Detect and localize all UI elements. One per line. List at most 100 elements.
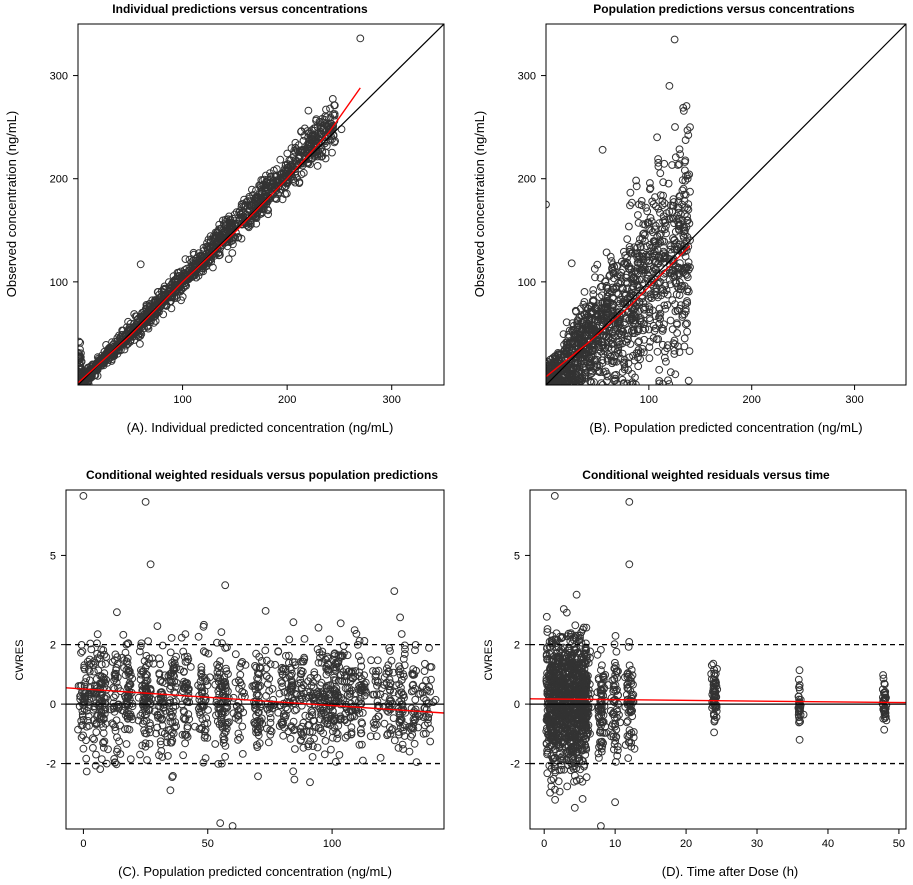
- data-point: [397, 630, 406, 638]
- data-point: [298, 732, 307, 740]
- data-point: [123, 692, 132, 701]
- data-point: [683, 216, 691, 225]
- data-point: [613, 262, 622, 270]
- data-point: [345, 667, 354, 676]
- data-point: [177, 633, 186, 642]
- data-point: [425, 710, 433, 718]
- data-point: [261, 646, 270, 655]
- data-point: [546, 373, 550, 382]
- data-point: [568, 319, 577, 328]
- data-point: [648, 253, 657, 261]
- data-point: [578, 795, 587, 803]
- data-point: [603, 372, 612, 381]
- data-point: [304, 742, 313, 751]
- data-point: [222, 701, 230, 710]
- data-point: [656, 257, 664, 266]
- data-point: [97, 720, 105, 728]
- data-point: [79, 744, 88, 753]
- outlier-point: [686, 123, 694, 131]
- data-point: [142, 729, 151, 738]
- data-point: [408, 669, 417, 678]
- fit-lines: [78, 24, 444, 385]
- data-point: [327, 745, 335, 754]
- data-point: [93, 353, 102, 362]
- data-point: [680, 334, 689, 343]
- data-point: [654, 335, 663, 343]
- data-point: [115, 737, 123, 746]
- data-point: [78, 361, 85, 370]
- data-point: [335, 662, 344, 671]
- data-point: [151, 312, 160, 321]
- data-point: [111, 723, 119, 732]
- data-point: [287, 682, 296, 691]
- data-point: [180, 667, 188, 676]
- data-point: [302, 727, 311, 736]
- data-point: [658, 340, 667, 349]
- data-point: [588, 367, 597, 376]
- data-point: [424, 713, 433, 722]
- data-point: [650, 327, 659, 335]
- data-point: [578, 318, 587, 327]
- data-point: [558, 377, 567, 385]
- data-point: [221, 226, 230, 235]
- data-point: [573, 319, 581, 328]
- data-point: [178, 730, 187, 739]
- data-point: [546, 362, 552, 370]
- data-point: [426, 687, 435, 696]
- data-point: [653, 232, 662, 241]
- data-point: [639, 230, 647, 238]
- data-point: [143, 671, 151, 679]
- data-point: [645, 305, 654, 314]
- data-point: [145, 739, 154, 748]
- data-point: [95, 654, 104, 663]
- data-point: [661, 304, 670, 313]
- data-point: [181, 683, 190, 692]
- data-point: [93, 630, 102, 639]
- data-point: [234, 712, 243, 720]
- data-point: [199, 243, 208, 252]
- data-point: [134, 716, 143, 725]
- data-point: [82, 754, 91, 763]
- data-point: [611, 374, 620, 383]
- data-point: [546, 379, 553, 385]
- data-point: [597, 379, 606, 385]
- data-point: [554, 349, 562, 357]
- data-point: [314, 702, 323, 711]
- data-point: [321, 737, 330, 745]
- data-point: [602, 283, 611, 292]
- data-point: [147, 316, 156, 325]
- data-point: [660, 159, 669, 168]
- data-point: [543, 625, 552, 633]
- data-point: [680, 310, 689, 319]
- data-point: [623, 259, 632, 268]
- data-point: [122, 341, 130, 350]
- data-point: [346, 673, 355, 682]
- data-point: [681, 320, 690, 329]
- data-point: [674, 306, 682, 315]
- data-point: [625, 222, 633, 231]
- data-point: [424, 699, 433, 708]
- outlier-point: [199, 247, 208, 255]
- data-point: [156, 737, 165, 746]
- data-point: [183, 652, 192, 661]
- data-point: [258, 719, 267, 728]
- data-point: [681, 270, 690, 278]
- data-point: [213, 638, 221, 647]
- data-point: [654, 204, 663, 213]
- data-point: [79, 731, 87, 740]
- data-point: [167, 634, 176, 642]
- data-point: [634, 211, 642, 219]
- data-point: [101, 719, 110, 728]
- data-point: [562, 608, 571, 617]
- data-point: [158, 641, 167, 650]
- data-point: [236, 214, 245, 223]
- scatter-points: [546, 35, 694, 385]
- data-point: [427, 663, 436, 671]
- data-point: [658, 225, 667, 234]
- data-point: [620, 365, 629, 374]
- data-point: [385, 644, 394, 652]
- data-point: [613, 347, 622, 356]
- data-point: [380, 693, 389, 701]
- loess-smooth-line: [78, 87, 361, 384]
